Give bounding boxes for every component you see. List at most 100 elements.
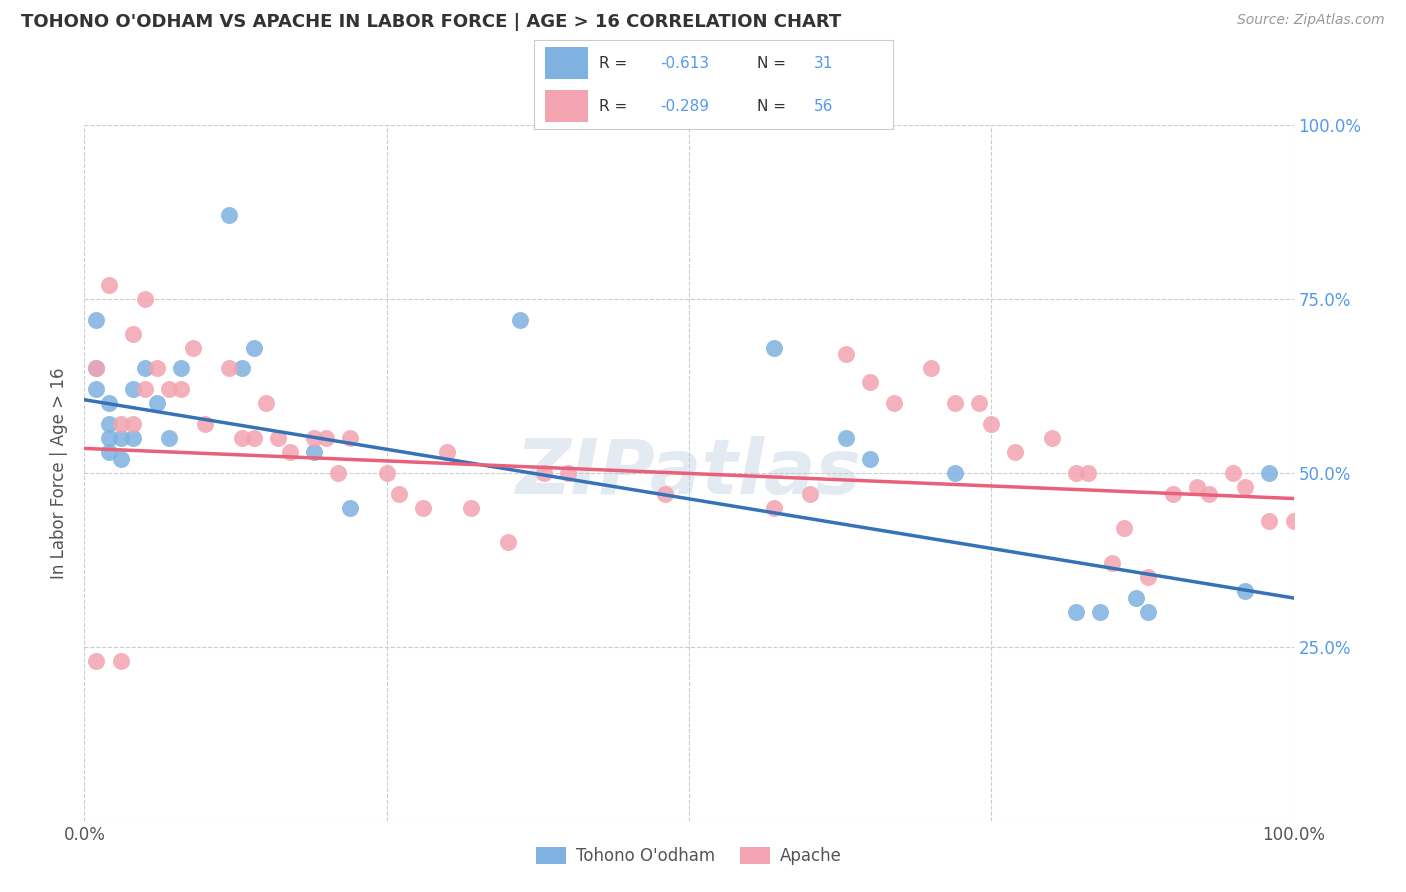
Point: [1077, 466, 1099, 480]
Point: [762, 500, 785, 515]
Point: [86, 312, 108, 326]
FancyBboxPatch shape: [546, 47, 588, 79]
Point: [231, 361, 253, 376]
Point: [170, 361, 193, 376]
Point: [134, 292, 156, 306]
Point: [436, 445, 458, 459]
Point: [86, 361, 108, 376]
FancyBboxPatch shape: [546, 90, 588, 122]
Point: [134, 382, 156, 396]
Point: [980, 417, 1002, 431]
Point: [134, 361, 156, 376]
Text: Source: ZipAtlas.com: Source: ZipAtlas.com: [1237, 13, 1385, 28]
Point: [328, 466, 350, 480]
Point: [97, 417, 120, 431]
Point: [1222, 466, 1244, 480]
Point: [1185, 480, 1208, 494]
Point: [1234, 480, 1257, 494]
Point: [1137, 605, 1160, 619]
Point: [110, 654, 132, 668]
Point: [121, 326, 143, 341]
Point: [1040, 431, 1063, 445]
Point: [654, 486, 676, 500]
Text: R =: R =: [599, 99, 627, 113]
Point: [97, 277, 120, 292]
Point: [86, 382, 108, 396]
Point: [1137, 570, 1160, 584]
Point: [943, 466, 966, 480]
Legend: Tohono O'odham, Apache: Tohono O'odham, Apache: [529, 840, 849, 871]
Point: [799, 486, 821, 500]
Point: [121, 431, 143, 445]
Point: [231, 431, 253, 445]
Point: [110, 417, 132, 431]
Point: [146, 361, 169, 376]
Point: [1258, 515, 1281, 529]
Point: [1004, 445, 1026, 459]
Point: [1234, 584, 1257, 599]
Point: [339, 431, 361, 445]
Point: [242, 431, 264, 445]
Point: [157, 431, 180, 445]
Text: ZIPatlas: ZIPatlas: [516, 436, 862, 509]
Point: [557, 466, 579, 480]
Point: [146, 396, 169, 410]
Point: [1161, 486, 1184, 500]
Point: [835, 431, 858, 445]
Point: [375, 466, 398, 480]
Point: [181, 341, 204, 355]
Point: [121, 382, 143, 396]
Point: [121, 417, 143, 431]
Point: [1258, 466, 1281, 480]
Text: R =: R =: [599, 56, 627, 70]
Point: [1088, 605, 1111, 619]
Point: [1064, 605, 1087, 619]
Text: -0.613: -0.613: [659, 56, 709, 70]
Point: [170, 382, 193, 396]
Point: [883, 396, 905, 410]
Point: [1101, 556, 1123, 570]
Point: [762, 341, 785, 355]
Point: [1198, 486, 1220, 500]
Point: [194, 417, 217, 431]
Point: [920, 361, 942, 376]
Text: N =: N =: [756, 99, 786, 113]
Point: [97, 445, 120, 459]
Point: [1064, 466, 1087, 480]
Point: [533, 466, 555, 480]
Text: 56: 56: [814, 99, 834, 113]
Text: -0.289: -0.289: [659, 99, 709, 113]
Text: 31: 31: [814, 56, 834, 70]
Point: [97, 431, 120, 445]
Point: [388, 486, 411, 500]
Text: N =: N =: [756, 56, 786, 70]
Point: [110, 451, 132, 466]
Point: [302, 431, 325, 445]
Point: [859, 376, 882, 390]
Point: [339, 500, 361, 515]
Point: [1282, 515, 1305, 529]
Point: [254, 396, 277, 410]
Text: TOHONO O'ODHAM VS APACHE IN LABOR FORCE | AGE > 16 CORRELATION CHART: TOHONO O'ODHAM VS APACHE IN LABOR FORCE …: [21, 13, 841, 31]
Point: [302, 445, 325, 459]
Point: [412, 500, 434, 515]
Point: [496, 535, 519, 549]
Point: [859, 451, 882, 466]
Point: [86, 361, 108, 376]
Y-axis label: In Labor Force | Age > 16: In Labor Force | Age > 16: [51, 367, 69, 579]
Point: [509, 312, 531, 326]
Point: [460, 500, 482, 515]
Point: [278, 445, 301, 459]
Point: [242, 341, 264, 355]
Point: [157, 382, 180, 396]
Point: [835, 347, 858, 361]
Point: [267, 431, 290, 445]
Point: [315, 431, 337, 445]
Point: [218, 208, 240, 222]
Point: [1125, 591, 1147, 605]
Point: [218, 361, 240, 376]
Point: [943, 396, 966, 410]
Point: [1114, 521, 1136, 535]
Point: [110, 431, 132, 445]
Point: [97, 396, 120, 410]
